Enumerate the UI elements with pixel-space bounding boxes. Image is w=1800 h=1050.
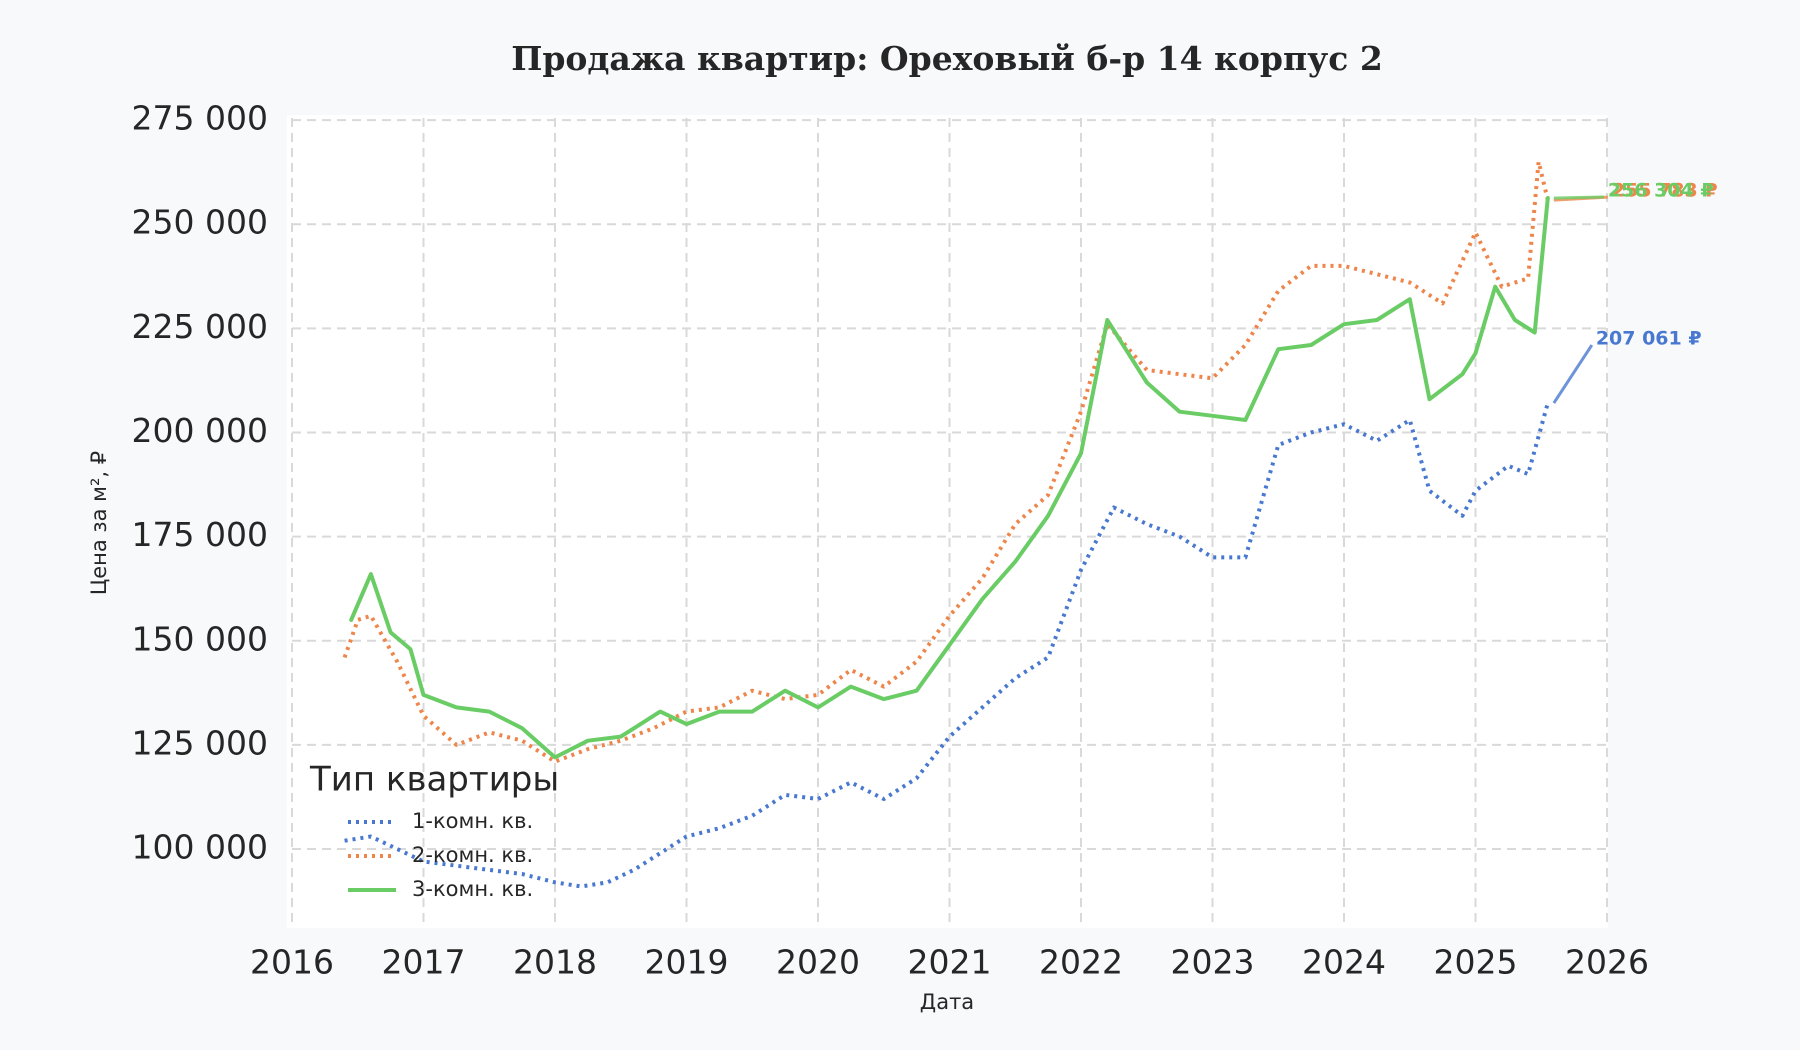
x-tick-label: 2020 [776,943,860,982]
y-tick-label: 225 000 [132,307,268,346]
x-tick-label: 2023 [1171,943,1255,982]
legend: Тип квартиры 1-комн. кв. 2-комн. кв. 3-комн… [309,760,559,902]
lines [342,159,1550,889]
x-tick-label: 2025 [1434,943,1518,982]
legend-label: 3-комн. кв. [412,877,533,901]
y-tick-label: 275 000 [132,99,268,138]
y-tick-label: 100 000 [132,828,268,867]
grid [291,118,1608,924]
x-tick-label: 2021 [908,943,992,982]
y-axis-label: Цена за м², ₽ [87,451,111,595]
annotation: 255 783 ₽ [1612,180,1718,202]
series-line [342,159,1550,764]
annotation-arrow [1553,195,1604,200]
y-tick-label: 175 000 [132,515,268,554]
y-tick-label: 125 000 [132,723,268,762]
y-tick-label: 250 000 [132,203,268,242]
y-tick-label: 150 000 [132,619,268,658]
annotation: 256 304 ₽ [1608,179,1714,201]
x-tick-label: 2019 [645,943,729,982]
x-tick-label: 2022 [1039,943,1123,982]
y-tick-label: 200 000 [132,411,268,450]
x-tick-label: 2024 [1302,943,1386,982]
x-tick-label: 2018 [513,943,597,982]
series-line [349,196,1550,760]
annotation-arrow [1552,344,1594,404]
x-tick-label: 2026 [1565,943,1649,982]
plot-area [287,115,1608,928]
x-axis-label: Дата [920,990,974,1014]
annotation: 207 061 ₽ [1596,328,1702,350]
legend-title: Тип квартиры [309,760,559,800]
legend-label: 1-комн. кв. [412,809,533,833]
x-tick-label: 2016 [250,943,334,982]
legend-label: 2-комн. кв. [412,843,533,867]
x-tick-label: 2017 [382,943,466,982]
chart-title: Продажа квартир: Ореховый б-р 14 корпус … [511,39,1383,78]
